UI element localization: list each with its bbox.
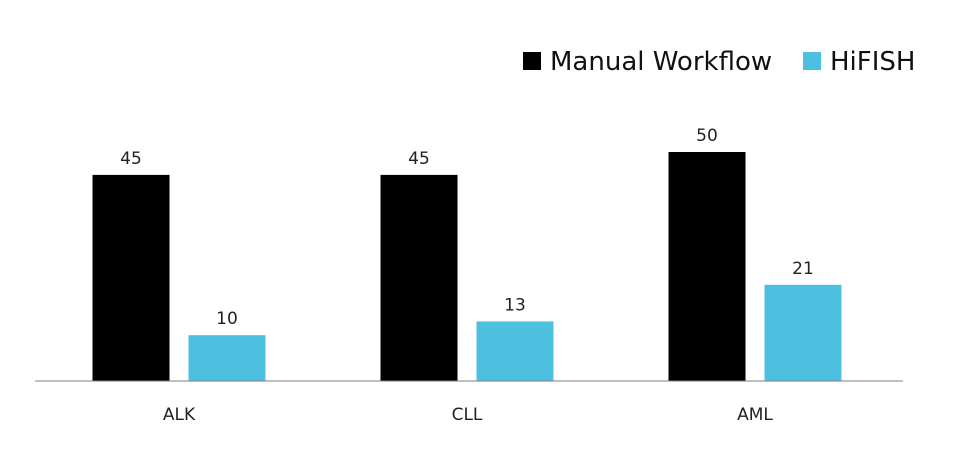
legend: Manual Workflow HiFISH (523, 47, 915, 77)
legend-swatch-hifish (803, 52, 821, 70)
data-label-manual-workflow-cll: 45 (408, 149, 430, 169)
x-tick-label-cll: CLL (452, 405, 483, 425)
data-label-hifish-aml: 21 (792, 259, 814, 279)
bar-hifish-alk (188, 335, 266, 381)
bars (92, 152, 842, 381)
legend-label-hifish: HiFISH (830, 47, 915, 77)
bar-manual-workflow-aml (668, 152, 746, 381)
x-axis-ticks: ALK CLL AML (163, 405, 774, 425)
bar-manual-workflow-cll (380, 174, 458, 381)
legend-swatch-manual-workflow (523, 52, 541, 70)
legend-label-manual-workflow: Manual Workflow (550, 47, 772, 77)
data-label-hifish-alk: 10 (216, 309, 238, 329)
data-label-manual-workflow-alk: 45 (120, 149, 142, 169)
bar-manual-workflow-alk (92, 174, 170, 381)
data-labels: 45 10 45 13 50 21 (120, 126, 814, 329)
x-tick-label-alk: ALK (163, 405, 196, 425)
bar-hifish-cll (476, 321, 554, 381)
bar-hifish-aml (764, 284, 842, 381)
data-label-hifish-cll: 13 (504, 295, 526, 315)
data-label-manual-workflow-aml: 50 (696, 126, 718, 146)
x-tick-label-aml: AML (737, 405, 773, 425)
